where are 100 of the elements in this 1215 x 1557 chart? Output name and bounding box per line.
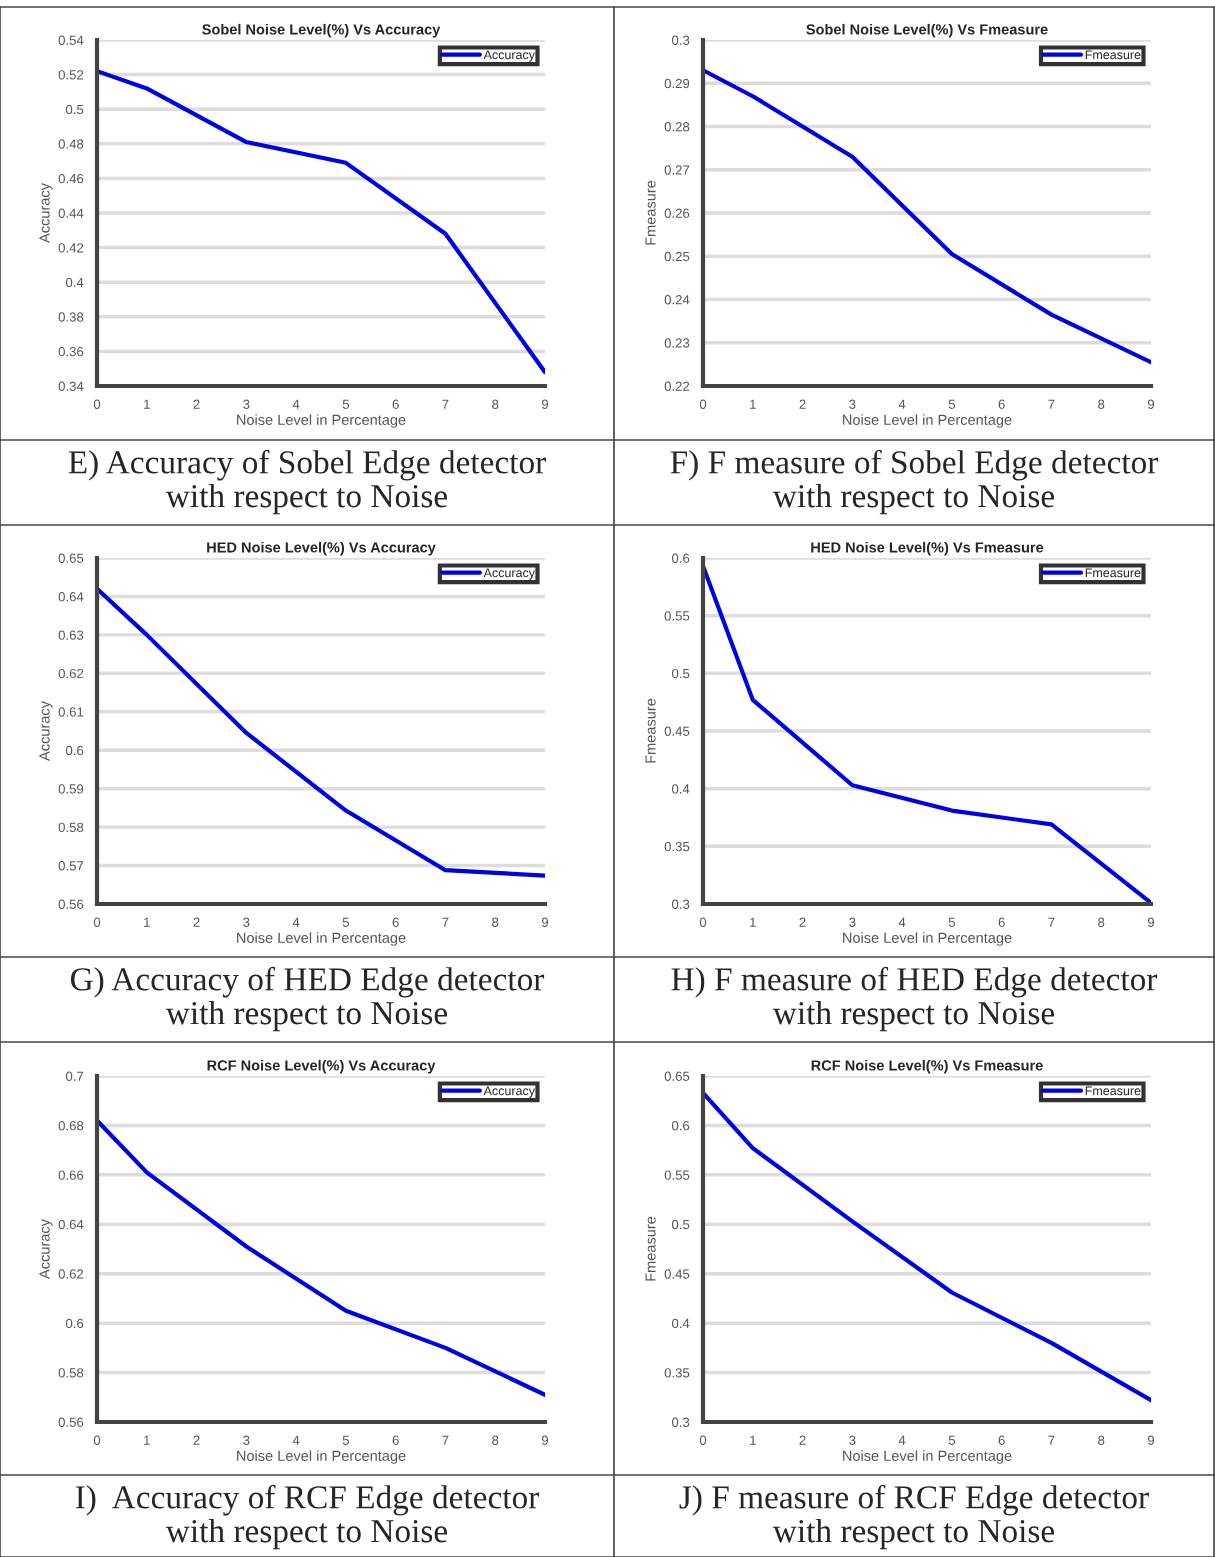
y-tick-label: 0.46 [58, 173, 84, 184]
chart-title: HED Noise Level(%) Vs Accuracy [207, 541, 436, 556]
y-axis-title: Accuracy [39, 1219, 53, 1279]
y-tick-label: 0.29 [664, 78, 690, 89]
chart-title: RCF Noise Level(%) Vs Fmeasure [811, 1059, 1043, 1074]
y-tick-label: 0.56 [58, 1417, 84, 1427]
x-tick-label: 8 [1098, 917, 1105, 927]
y-tick-label: 0.5 [671, 668, 690, 679]
y-tick-label: 0.59 [58, 784, 84, 794]
line-series [97, 1118, 545, 1397]
y-tick-label: 0.7 [65, 1071, 84, 1081]
y-tick-label: 0.58 [58, 1368, 84, 1378]
x-tick-label: 7 [442, 917, 449, 927]
x-tick-label: 0 [93, 1435, 101, 1445]
y-tick-label: 0.6 [65, 1318, 84, 1329]
x-tick-label: 2 [799, 1435, 806, 1445]
x-axis-title: Noise Level in Percentage [843, 1450, 1012, 1464]
chart-title: Sobel Noise Level(%) Vs Accuracy [202, 23, 441, 38]
y-tick-label: 0.26 [664, 208, 690, 218]
text: J) F measure of RCF Edge detector with respect to Noise [679, 1484, 1149, 1550]
y-tick-label: 0.6 [671, 553, 690, 563]
y-tick-label: 0.27 [664, 165, 690, 175]
x-tick-label: 8 [492, 917, 499, 927]
x-tick-label: 5 [948, 399, 956, 409]
x-tick-label: 6 [998, 399, 1005, 409]
x-axis-title: Noise Level in Percentage [237, 414, 406, 428]
y-tick-label: 0.62 [58, 668, 84, 679]
x-tick-label: 7 [1048, 1435, 1055, 1445]
y-tick-label: 0.4 [671, 784, 690, 794]
x-tick-label: 4 [292, 1435, 300, 1445]
y-tick-label: 0.48 [58, 139, 84, 149]
y-tick-label: 0.63 [58, 630, 84, 640]
text: H) F measure of HED Edge detector with respect to Noise [671, 966, 1158, 1032]
y-tick-label: 0.5 [671, 1219, 690, 1230]
x-tick-label: 6 [392, 399, 399, 409]
x-tick-label: 3 [243, 1435, 250, 1445]
x-tick-label: 5 [948, 917, 956, 927]
y-tick-label: 0.62 [58, 1269, 84, 1279]
y-tick-label: 0.65 [58, 553, 84, 563]
x-axis-title: Noise Level in Percentage [237, 932, 406, 946]
x-tick-label: 0 [699, 1435, 707, 1445]
x-tick-label: 4 [898, 1435, 906, 1445]
y-tick-label: 0.52 [58, 70, 84, 80]
y-tick-label: 0.22 [664, 381, 690, 391]
legend-label: Accuracy [483, 568, 535, 580]
x-tick-label: 4 [292, 399, 300, 409]
legend-label: Fmeasure [1085, 50, 1141, 60]
x-tick-label: 2 [799, 917, 806, 927]
x-tick-label: 5 [948, 1435, 956, 1445]
x-tick-label: 3 [243, 917, 250, 927]
y-tick-label: 0.28 [664, 122, 690, 132]
legend-label: Accuracy [483, 50, 535, 62]
x-tick-label: 7 [1048, 399, 1055, 409]
x-tick-label: 0 [93, 917, 101, 927]
y-tick-label: 0.45 [664, 1269, 690, 1279]
y-tick-label: 0.3 [671, 35, 690, 45]
y-tick-label: 0.38 [58, 312, 84, 322]
x-tick-label: 6 [392, 917, 399, 927]
x-tick-label: 7 [1048, 917, 1055, 927]
x-tick-label: 2 [193, 1435, 200, 1445]
y-tick-label: 0.54 [58, 35, 84, 45]
y-tick-label: 0.44 [58, 208, 84, 218]
x-tick-label: 6 [998, 1435, 1005, 1445]
x-tick-label: 0 [93, 399, 101, 409]
line-series [97, 69, 545, 375]
x-tick-label: 2 [193, 399, 200, 409]
x-tick-label: 5 [342, 1435, 350, 1445]
x-tick-label: 1 [144, 917, 150, 927]
y-tick-label: 0.64 [58, 592, 84, 602]
y-axis-title: Fmeasure [645, 1216, 656, 1281]
y-axis-title: Fmeasure [645, 698, 656, 763]
y-tick-label: 0.66 [58, 1170, 84, 1180]
y-tick-label: 0.34 [58, 381, 84, 391]
chart-title: Sobel Noise Level(%) Vs Fmeasure [806, 23, 1048, 38]
x-tick-label: 1 [750, 399, 756, 409]
line-series [703, 68, 1151, 365]
x-tick-label: 0 [699, 399, 707, 409]
x-tick-label: 3 [243, 399, 250, 409]
x-tick-label: 9 [541, 399, 549, 409]
x-tick-label: 9 [1147, 399, 1155, 409]
legend-label: Fmeasure [1085, 568, 1141, 578]
y-axis-title: Fmeasure [645, 180, 656, 245]
y-tick-label: 0.68 [58, 1121, 84, 1131]
y-tick-label: 0.4 [671, 1318, 690, 1329]
x-tick-label: 6 [998, 917, 1005, 927]
x-tick-label: 5 [342, 917, 350, 927]
x-tick-label: 6 [392, 1435, 399, 1445]
y-tick-label: 0.45 [664, 726, 690, 736]
text: I) Accuracy of RCF Edge detector with respect to Noise [75, 1484, 540, 1550]
y-tick-label: 0.55 [664, 611, 690, 621]
y-tick-label: 0.4 [65, 277, 84, 288]
x-tick-label: 3 [849, 917, 856, 927]
x-axis-title: Noise Level in Percentage [843, 414, 1012, 428]
x-tick-label: 2 [799, 399, 806, 409]
y-tick-label: 0.3 [671, 899, 690, 909]
legend-label: Accuracy [483, 1086, 535, 1098]
y-tick-label: 0.65 [664, 1071, 690, 1081]
y-tick-label: 0.23 [664, 338, 690, 348]
x-tick-label: 1 [144, 399, 150, 409]
x-tick-label: 1 [144, 1435, 150, 1445]
